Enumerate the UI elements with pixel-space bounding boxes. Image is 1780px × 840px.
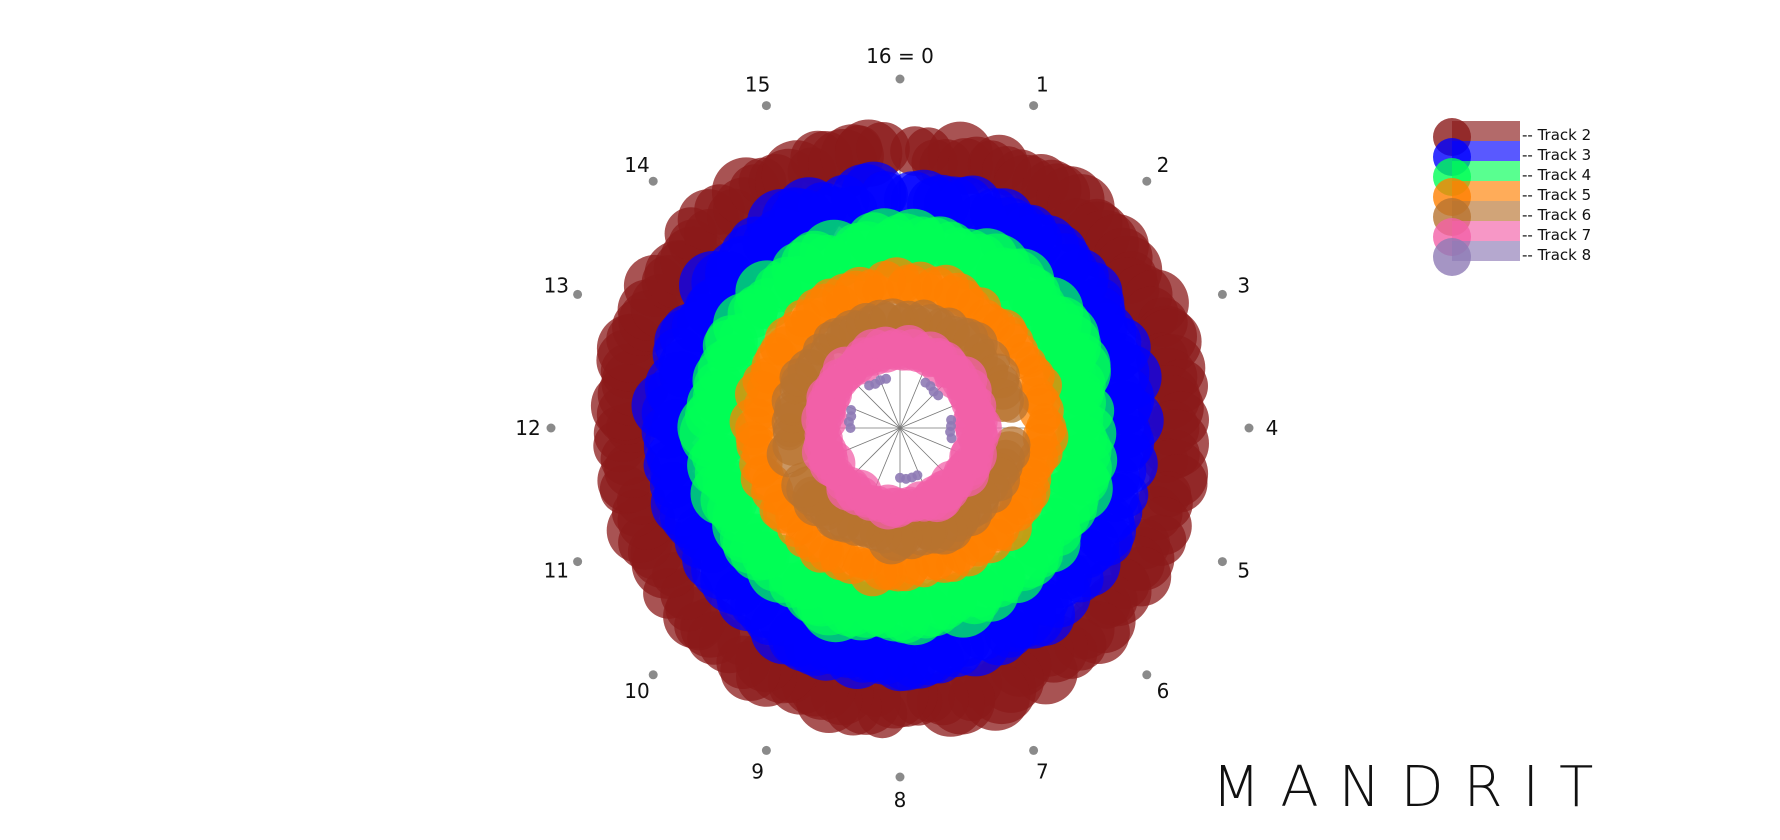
tick-label: 6 xyxy=(1157,679,1170,703)
data-point xyxy=(846,405,857,415)
tick-marker xyxy=(1029,745,1039,755)
tick-label: 15 xyxy=(745,72,770,96)
legend-label: -- Track 2 xyxy=(1522,126,1591,144)
data-point xyxy=(895,472,905,483)
data-point xyxy=(875,329,917,370)
tick-marker xyxy=(1217,557,1227,567)
tick-label: 12 xyxy=(515,416,540,440)
series-track-7 xyxy=(801,325,1002,530)
series-track-4 xyxy=(677,208,1118,646)
legend-label: -- Track 3 xyxy=(1522,146,1591,164)
tick-marker xyxy=(895,74,905,84)
tick-label: 10 xyxy=(624,679,649,703)
tick-label: 9 xyxy=(751,760,764,784)
tick-marker xyxy=(761,745,771,755)
tick-label: 3 xyxy=(1237,274,1250,298)
tick-marker xyxy=(761,101,771,111)
data-point xyxy=(946,433,957,444)
tick-marker xyxy=(895,772,905,782)
legend-marker xyxy=(1433,238,1471,276)
data-point xyxy=(933,390,944,401)
data-point xyxy=(860,171,908,219)
legend-label: -- Track 7 xyxy=(1522,226,1591,244)
data-point xyxy=(881,373,892,384)
tick-label: 4 xyxy=(1266,416,1279,440)
tick-label: 5 xyxy=(1237,558,1250,582)
tick-label: 1 xyxy=(1036,72,1049,96)
tick-label: 11 xyxy=(544,558,569,582)
data-point xyxy=(873,257,920,304)
tick-marker xyxy=(573,289,583,299)
legend-label: -- Track 8 xyxy=(1522,246,1591,264)
tick-marker xyxy=(1029,101,1039,111)
tick-label: 7 xyxy=(1036,760,1049,784)
legend-label: -- Track 5 xyxy=(1522,186,1591,204)
tick-marker xyxy=(1244,423,1254,433)
series-track-8 xyxy=(843,373,957,484)
tick-label: 8 xyxy=(894,788,907,812)
tick-label: 2 xyxy=(1157,153,1170,177)
legend-label: -- Track 6 xyxy=(1522,206,1591,224)
brand-logo: MANDRIT xyxy=(1212,755,1613,820)
tick-marker xyxy=(546,423,556,433)
tick-marker xyxy=(648,176,658,186)
tick-marker xyxy=(1142,176,1152,186)
legend-label: -- Track 4 xyxy=(1522,166,1591,184)
series-layer xyxy=(590,119,1209,739)
legend-item: -- Track 8 xyxy=(1433,238,1591,276)
data-point xyxy=(992,386,1029,423)
tick-marker xyxy=(1217,289,1227,299)
tick-label: 16 = 0 xyxy=(866,44,934,68)
tick-marker xyxy=(573,557,583,567)
tick-marker xyxy=(1142,670,1152,680)
tick-label: 13 xyxy=(544,274,569,298)
legend: -- Track 2 -- Track 3 -- Track 4 -- Track 5… xyxy=(1433,118,1591,276)
tick-marker xyxy=(648,670,658,680)
tick-label: 14 xyxy=(624,153,649,177)
